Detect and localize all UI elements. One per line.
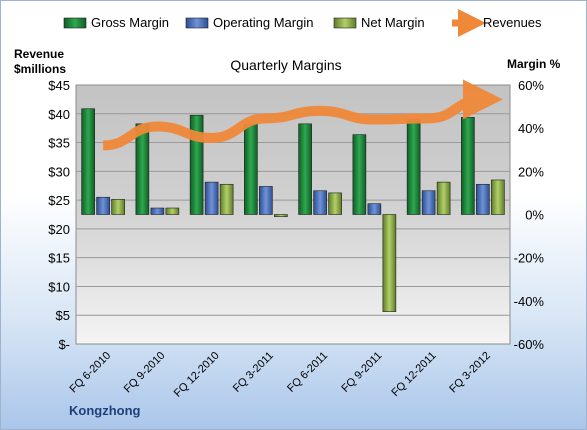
bar-operating-margin [204,181,219,215]
bars-group [81,108,505,312]
bar-operating-margin [259,186,273,215]
bar-gross-margin [244,123,258,215]
bar-gross-margin [352,134,367,215]
left-tick-label: $35 [48,136,70,151]
company-name: Kongzhong [69,403,141,418]
x-tick-label: FQ 3-2011 [231,350,276,395]
bar-net-margin [328,192,342,215]
x-tick-label: FQ 12-2011 [389,350,438,399]
bar-operating-margin [476,183,490,215]
bar-operating-margin [150,207,165,215]
left-tick-label: $- [58,337,70,352]
right-tick-label: -20% [514,251,545,266]
right-axis-label: Margin % [507,57,561,71]
left-axis-label-line2: $millions [14,62,66,76]
legend-label: Net Margin [361,15,425,30]
x-tick-label: FQ 3-2012 [447,350,493,396]
bar-operating-margin [421,190,436,215]
bar-gross-margin [135,123,150,215]
legend-swatch [333,17,357,29]
left-tick-label: $5 [56,308,70,323]
right-axis-ticks: 60% 40% 20% 0% -20% -40% -60% [514,78,545,352]
bar-net-margin [491,179,505,215]
legend-swatch [185,17,209,29]
left-tick-label: $45 [48,78,70,93]
chart-title: Quarterly Margins [230,57,341,73]
x-tick-label: FQ 6-2010 [68,350,114,396]
legend-swatch [63,17,87,29]
bar-net-margin [382,214,397,312]
right-tick-label: 40% [518,121,544,136]
x-tick-label: FQ 9-2011 [339,350,384,395]
right-tick-label: 60% [518,78,544,93]
right-tick-label: -60% [514,337,545,352]
x-tick-label: FQ 6-2011 [285,350,330,395]
right-tick-label: 0% [525,208,544,223]
legend: Gross Margin Operating Margin Net Margin Re… [63,9,542,37]
left-tick-label: $30 [48,164,70,179]
bar-gross-margin [406,119,421,215]
right-tick-label: -40% [514,294,545,309]
bar-net-margin [165,207,180,215]
left-tick-label: $40 [48,107,70,122]
bar-net-margin [274,214,288,217]
bar-operating-margin [313,190,327,215]
bar-net-margin [111,199,125,215]
x-tick-label: FQ 12-2010 [172,350,222,400]
bar-operating-margin [367,203,382,215]
left-tick-label: $10 [48,279,70,294]
legend-label: Gross Margin [91,15,169,30]
revenue-line [102,79,503,151]
left-tick-label: $15 [48,251,70,266]
bar-operating-margin [96,196,110,215]
bar-net-margin [436,181,451,215]
legend-label: Revenues [483,15,542,30]
revenue-line-group [102,79,503,151]
bar-gross-margin [81,108,95,215]
x-axis-ticks: FQ 6-2010 FQ 9-2010 FQ 12-2010 FQ 3-2011 FQ … [68,350,493,400]
left-tick-label: $25 [48,193,70,208]
bar-gross-margin [298,123,312,215]
bar-gross-margin [461,117,475,215]
left-axis-label-line1: Revenue [14,47,64,61]
left-axis-ticks: $45 $40 $35 $30 $25 $20 $15 $10 $5 $- [48,78,70,352]
x-tick-label: FQ 9-2010 [122,350,168,396]
legend-label: Operating Margin [213,15,313,30]
right-tick-label: 20% [518,164,544,179]
bar-net-margin [219,183,234,215]
left-tick-label: $20 [48,222,70,237]
